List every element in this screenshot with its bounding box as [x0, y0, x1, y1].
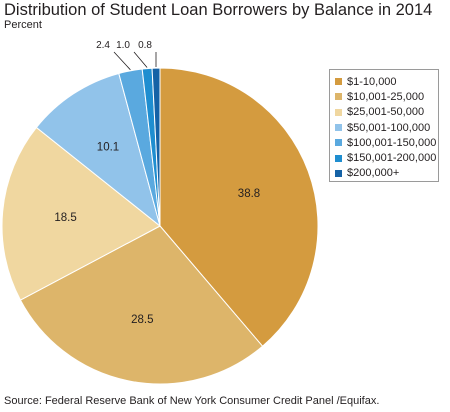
legend-item-50-001-100-000: $50,001-100,000 — [335, 120, 438, 135]
legend-swatch — [335, 93, 342, 101]
legend-item-1-10-000: $1-10,000 — [335, 74, 438, 89]
slice-label-1-10-000: 38.8 — [238, 188, 260, 200]
legend-label: $100,001-150,000 — [347, 136, 437, 149]
legend-item-25-001-50-000: $25,001-50,000 — [335, 105, 438, 120]
legend-swatch — [335, 108, 342, 116]
legend-label: $150,001-200,000 — [347, 152, 437, 165]
legend-label: $1-10,000 — [347, 75, 397, 88]
legend-label: $25,001-50,000 — [347, 106, 425, 119]
legend-swatch — [335, 154, 342, 162]
pie-slice-200-000 — [151, 67, 161, 227]
slice-label-150-001-200-000: 1.0 — [116, 40, 130, 51]
callout-line-100-001-150-000 — [113, 51, 131, 71]
slice-label-25-001-50-000: 18.5 — [54, 212, 76, 224]
chart-subtitle: Percent — [4, 19, 42, 31]
legend-label: $200,000+ — [347, 167, 400, 180]
legend: $1-10,000 $10,001-25,000 $25,001-50,000 $50… — [329, 69, 439, 182]
legend-item-150-001-200-000: $150,001-200,000 — [335, 150, 438, 165]
legend-item-200-000: $200,000+ — [335, 166, 438, 181]
legend-item-100-001-150-000: $100,001-150,000 — [335, 135, 438, 150]
slice-label-100-001-150-000: 2.4 — [96, 40, 110, 51]
legend-swatch — [335, 124, 342, 132]
chart-source: Source: Federal Reserve Bank of New York… — [4, 395, 380, 407]
slice-label-50-001-100-000: 10.1 — [97, 142, 119, 154]
chart-title: Distribution of Student Loan Borrowers b… — [4, 1, 433, 19]
legend-swatch — [335, 169, 342, 177]
callout-line-150-001-200-000 — [133, 51, 148, 68]
pie-slice-10-001-25-000 — [19, 225, 264, 385]
legend-item-10-001-25-000: $10,001-25,000 — [335, 89, 438, 104]
pie-slice-25-001-50-000 — [1, 126, 161, 301]
legend-swatch — [335, 78, 342, 86]
legend-swatch — [335, 139, 342, 147]
pie-slice-1-10-000 — [159, 67, 319, 347]
legend-label: $10,001-25,000 — [347, 90, 425, 103]
slice-label-10-001-25-000: 28.5 — [131, 314, 153, 326]
legend-label: $50,001-100,000 — [347, 121, 431, 134]
slice-label-200-000: 0.8 — [138, 40, 152, 51]
